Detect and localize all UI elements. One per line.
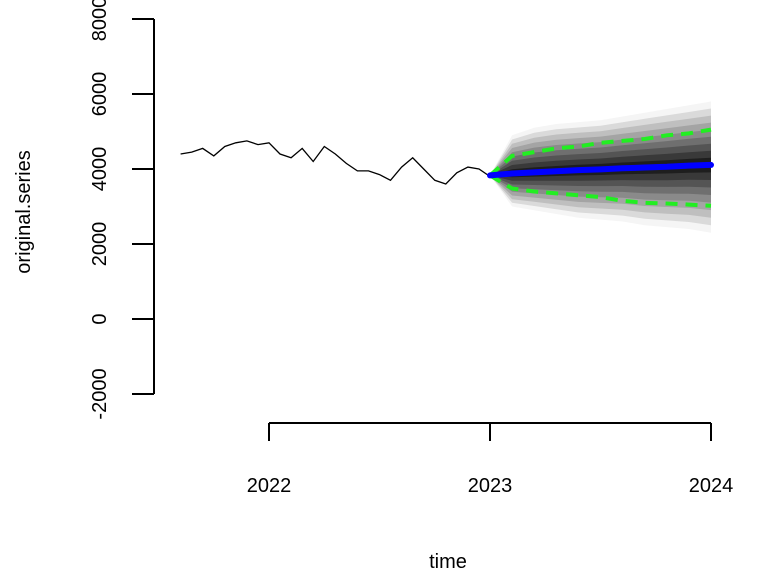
x-tick-label: 2024 (689, 475, 734, 497)
x-tick-label: 2023 (468, 475, 513, 497)
y-tick-label: 6000 (89, 72, 111, 117)
y-tick-label: 0 (89, 313, 111, 324)
y-tick-label: -2000 (89, 368, 111, 419)
upper-interval-line (488, 127, 712, 177)
history-series-line (180, 140, 491, 185)
y-tick-label: 2000 (89, 222, 111, 267)
x-axis-label: time (429, 551, 467, 573)
forecast-mean-line (487, 161, 714, 179)
x-axis: 2022 2023 2024 (247, 422, 734, 497)
y-axis: -2000 0 2000 4000 6000 8000 (89, 0, 155, 420)
y-tick-label: 4000 (89, 147, 111, 192)
y-axis-label: original.series (13, 150, 35, 273)
lower-interval-line (488, 173, 712, 208)
y-tick-label: 8000 (89, 0, 111, 41)
x-tick-label: 2022 (247, 475, 292, 497)
